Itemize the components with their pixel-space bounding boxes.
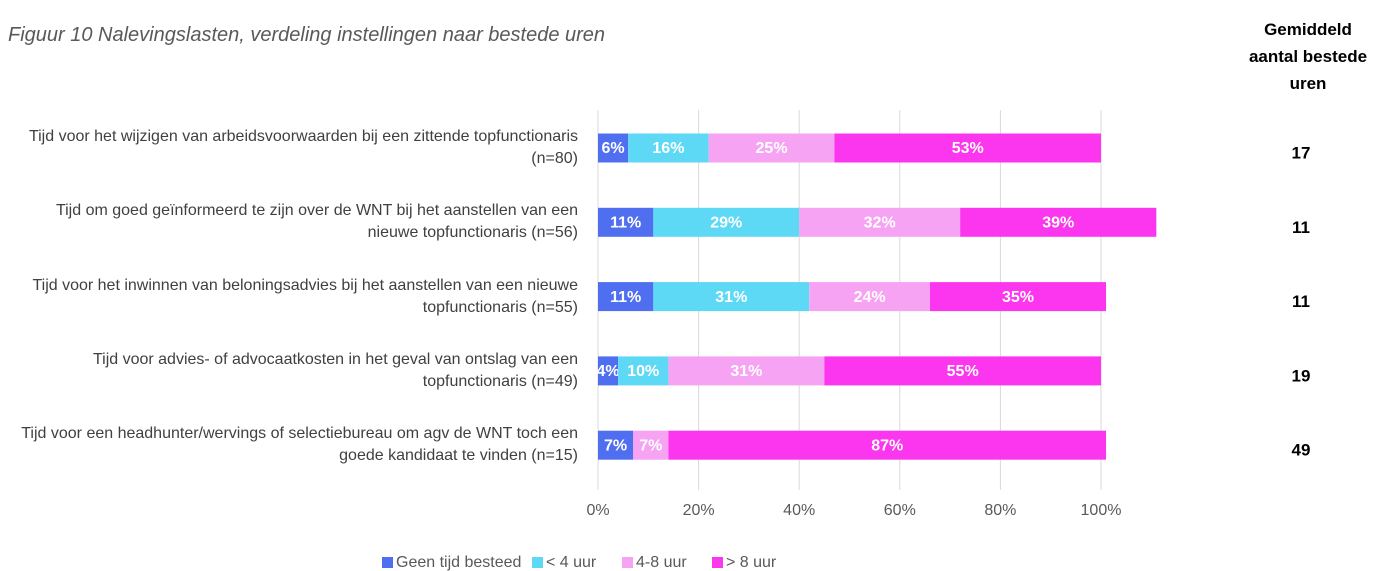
data-label: 35%: [1002, 289, 1034, 306]
legend-label: 4-8 uur: [636, 554, 687, 571]
bar-segment: [809, 282, 930, 312]
legend-swatch: [532, 557, 543, 568]
legend-label: > 8 uur: [726, 554, 777, 571]
data-label: 6%: [602, 140, 625, 157]
bar-segment: [653, 207, 800, 237]
data-label: 4%: [596, 363, 619, 380]
x-tick-label: 60%: [884, 502, 916, 519]
data-label: 39%: [1042, 215, 1074, 232]
bar-segment: [834, 133, 1101, 163]
data-label: 7%: [639, 437, 662, 454]
bar-segment: [598, 282, 654, 312]
category-label: Tijd voor het wijzigen van arbeidsvoorwa…: [28, 128, 578, 167]
bar-segment: [668, 356, 825, 386]
legend-label: Geen tijd besteed: [396, 554, 521, 571]
side-value: 49: [1292, 441, 1311, 460]
bar-segment: [628, 133, 709, 163]
category-label: Tijd voor het inwinnen van beloningsadvi…: [32, 276, 578, 316]
data-label: 7%: [604, 437, 627, 454]
data-label: 25%: [756, 140, 788, 157]
side-value: 11: [1292, 218, 1310, 237]
x-tick-label: 20%: [683, 502, 715, 519]
data-label: 10%: [627, 363, 659, 380]
side-value: 11: [1292, 292, 1310, 311]
data-label: 31%: [730, 363, 762, 380]
bar-segment: [960, 207, 1157, 237]
category-label: Tijd voor een headhunter/wervings of sel…: [21, 425, 578, 465]
data-label: 53%: [952, 140, 984, 157]
data-label: 11%: [610, 289, 641, 306]
bar-segment: [799, 207, 961, 237]
side-column-title: Gemiddeld aantal bestede uren: [1248, 20, 1368, 93]
x-tick-label: 100%: [1081, 502, 1122, 519]
x-tick-label: 0%: [586, 502, 609, 519]
bar-segment: [824, 356, 1101, 386]
bar-segment: [598, 207, 654, 237]
bar-segment: [598, 133, 629, 163]
bar-segment: [668, 430, 1107, 460]
bar-segment: [653, 282, 810, 312]
bar-segment: [633, 430, 669, 460]
side-value: 19: [1292, 366, 1311, 385]
x-tick-label: 40%: [783, 502, 815, 519]
side-value: 17: [1292, 143, 1311, 162]
bar-segment: [598, 356, 619, 386]
category-label: Tijd om goed geïnformeerd te zijn over d…: [55, 202, 578, 242]
legend-swatch: [622, 557, 633, 568]
data-label: 55%: [947, 363, 979, 380]
data-label: 16%: [652, 140, 684, 157]
legend-swatch: [382, 557, 393, 568]
x-tick-label: 80%: [984, 502, 1016, 519]
data-label: 31%: [715, 289, 747, 306]
data-label: 32%: [864, 215, 896, 232]
data-label: 87%: [871, 437, 903, 454]
chart-title: Figuur 10 Nalevingslasten, verdeling ins…: [8, 24, 606, 46]
bar-segment: [708, 133, 835, 163]
bar-segment: [618, 356, 669, 386]
legend-label: < 4 uur: [546, 554, 597, 571]
legend-swatch: [712, 557, 723, 568]
data-label: 11%: [610, 215, 641, 232]
category-label: Tijd voor advies- of advocaatkosten in h…: [92, 350, 578, 390]
bar-segment: [598, 430, 634, 460]
data-label: 29%: [710, 215, 742, 232]
data-label: 24%: [854, 289, 886, 306]
bar-segment: [929, 282, 1107, 312]
